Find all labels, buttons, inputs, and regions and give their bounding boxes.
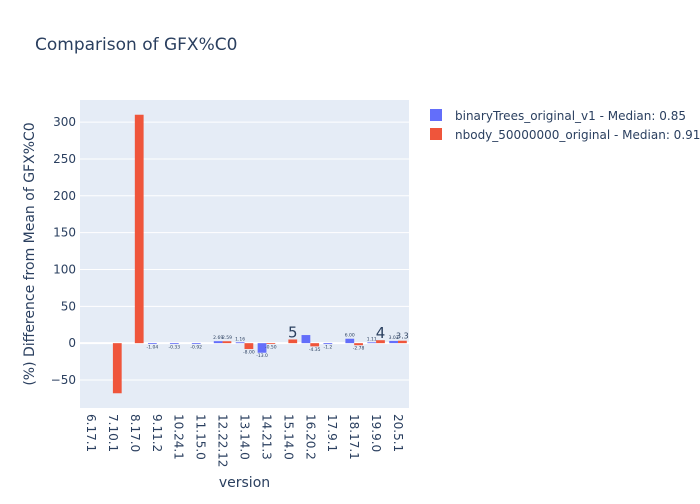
data-label: -0.50 xyxy=(265,344,277,350)
data-label: 6.00 xyxy=(345,333,355,339)
bar xyxy=(389,340,399,344)
x-tick-label: 10.24.1 xyxy=(172,414,186,460)
data-label: -13.0 xyxy=(256,353,268,359)
x-tick-label: 7.10.1 xyxy=(106,414,120,452)
x-tick-label: 15.14.0 xyxy=(281,414,295,460)
data-label: 3.03 xyxy=(389,335,399,341)
legend: binaryTrees_original_v1 - Median: 0.85 nb… xyxy=(430,109,700,142)
bar xyxy=(191,343,201,344)
bar xyxy=(288,339,298,344)
x-tick-label: 13.14.0 xyxy=(238,414,252,460)
x-axis-title: version xyxy=(219,475,270,491)
bar xyxy=(169,343,179,344)
legend-label: binaryTrees_original_v1 - Median: 0.85 xyxy=(455,109,686,123)
bar xyxy=(398,340,407,344)
y-tick-layer: −50 0 50 100 150 200 250 300 xyxy=(51,115,76,387)
y-tick-label: 0 xyxy=(68,336,76,350)
x-tick-label: 16.20.2 xyxy=(303,414,317,460)
x-tick-label: 11.15.0 xyxy=(194,414,208,460)
data-label: 1.11 xyxy=(367,336,377,342)
bar xyxy=(310,343,320,347)
bar xyxy=(354,343,363,346)
bar xyxy=(147,343,157,344)
data-label: -4.35 xyxy=(309,347,321,353)
y-tick-label: 50 xyxy=(61,299,76,313)
x-tick-label: 6.17.1 xyxy=(84,414,98,452)
bar xyxy=(257,343,267,353)
bar xyxy=(266,343,276,344)
bar xyxy=(367,342,377,344)
bar xyxy=(323,343,333,345)
x-tick-layer: 6.17.1 7.10.1 8.17.0 9.11.2 10.24.1 11.15.0 12… xyxy=(84,414,405,467)
y-tick-label: 250 xyxy=(53,152,76,166)
x-tick-label: 17.9.1 xyxy=(325,414,339,452)
x-tick-label: 19.9.0 xyxy=(369,414,383,452)
y-axis-title: (%) Difference from Mean of GFX%C0 xyxy=(22,122,38,385)
data-label: 1.16 xyxy=(235,336,245,342)
bar-layer xyxy=(112,114,407,394)
data-label: -1.2 xyxy=(323,345,332,351)
legend-swatch xyxy=(430,128,442,140)
bar xyxy=(345,338,355,344)
x-tick-label: 14.21.3 xyxy=(259,414,273,460)
bar xyxy=(222,341,232,344)
bar xyxy=(301,335,311,344)
y-tick-label: −50 xyxy=(51,373,76,387)
data-label: -8.00 xyxy=(243,350,255,356)
data-label: -0.92 xyxy=(190,344,202,350)
bar xyxy=(244,343,254,350)
data-label: 5 xyxy=(288,323,298,341)
bar xyxy=(112,343,122,394)
y-tick-label: 200 xyxy=(53,189,76,203)
data-label: -0.33 xyxy=(168,344,180,350)
data-label: 2.69 xyxy=(213,335,223,341)
x-tick-label: 12.22.12 xyxy=(216,414,230,467)
legend-label: nbody_50000000_original - Median: 0.91 xyxy=(455,128,700,142)
y-tick-label: 150 xyxy=(53,226,76,240)
bar xyxy=(376,340,385,344)
bar xyxy=(213,341,223,344)
y-tick-label: 300 xyxy=(53,115,76,129)
y-tick-label: 100 xyxy=(53,262,76,276)
x-tick-label: 20.5.1 xyxy=(391,414,405,452)
x-tick-label: 8.17.0 xyxy=(128,414,142,452)
chart-title: Comparison of GFX%C0 xyxy=(35,35,237,55)
x-tick-label: 9.11.2 xyxy=(150,414,164,452)
data-label: -2.78 xyxy=(353,346,365,352)
bar xyxy=(235,342,245,344)
plot-area xyxy=(80,100,409,408)
data-label: 4 xyxy=(376,324,386,342)
x-tick-label: 18.17.1 xyxy=(347,414,361,460)
legend-swatch xyxy=(430,109,442,121)
data-label: 3.3 xyxy=(396,332,409,341)
bar xyxy=(134,114,144,344)
data-label-layer: -1.04 -0.33 -0.92 2.69 1.16 -13.0 -1.2 6.00 1.11… xyxy=(147,323,409,359)
data-label: 2.59 xyxy=(222,335,232,341)
data-label: -1.04 xyxy=(147,344,159,350)
